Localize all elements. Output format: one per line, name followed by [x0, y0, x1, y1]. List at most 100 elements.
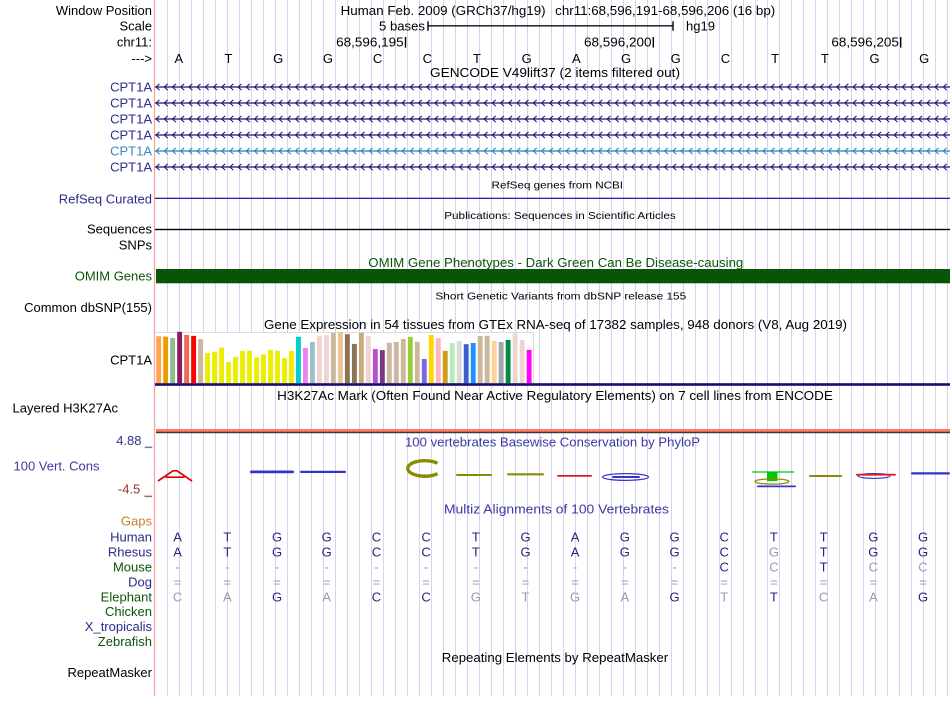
svg-text:=: = [174, 575, 182, 590]
svg-text:A: A [571, 530, 580, 545]
svg-text:5 bases: 5 bases [379, 19, 425, 34]
svg-text:-: - [573, 560, 577, 575]
svg-text:RefSeq Curated: RefSeq Curated [59, 192, 152, 207]
svg-text:=: = [422, 575, 430, 590]
svg-text:CPT1A: CPT1A [110, 128, 152, 143]
svg-text:G: G [520, 545, 530, 560]
svg-text:C: C [372, 590, 381, 605]
svg-text:-: - [474, 560, 478, 575]
svg-text:=: = [621, 575, 629, 590]
svg-text:G: G [471, 590, 481, 605]
svg-text:RepeatMasker: RepeatMasker [67, 665, 152, 680]
svg-text:Sequences: Sequences [87, 222, 153, 237]
svg-text:=: = [671, 575, 679, 590]
svg-text:T: T [821, 51, 829, 66]
svg-text:G: G [272, 590, 282, 605]
svg-text:Human Feb. 2009 (GRCh37/hg19): Human Feb. 2009 (GRCh37/hg19) [341, 3, 546, 18]
svg-text:C: C [423, 51, 432, 66]
svg-text:100 vertebrates Basewise Conse: 100 vertebrates Basewise Conservation by… [405, 435, 700, 450]
svg-text:G: G [918, 530, 928, 545]
svg-text:=: = [273, 575, 281, 590]
svg-text:G: G [669, 545, 679, 560]
svg-text:A: A [173, 530, 182, 545]
svg-text:T: T [770, 530, 778, 545]
svg-text:Elephant: Elephant [101, 590, 153, 605]
svg-text:OMIM Genes: OMIM Genes [75, 269, 153, 284]
svg-text:G: G [868, 545, 878, 560]
svg-text:=: = [820, 575, 828, 590]
svg-text:-: - [523, 560, 527, 575]
svg-text:C: C [720, 530, 729, 545]
svg-text:G: G [522, 51, 532, 66]
svg-text:C: C [372, 545, 381, 560]
svg-text:=: = [373, 575, 381, 590]
svg-text:CPT1A: CPT1A [110, 80, 152, 95]
svg-text:CPT1A: CPT1A [110, 144, 152, 159]
svg-text:-: - [275, 560, 279, 575]
svg-text:G: G [272, 545, 282, 560]
svg-text:A: A [174, 51, 183, 66]
svg-text:C: C [373, 51, 382, 66]
svg-text:Gene Expression in 54 tissues: Gene Expression in 54 tissues from GTEx … [264, 317, 847, 332]
svg-text:68,596,205: 68,596,205 [831, 35, 899, 50]
svg-text:G: G [769, 545, 779, 560]
svg-text:G: G [620, 530, 630, 545]
svg-text:Layered H3K27Ac: Layered H3K27Ac [13, 401, 119, 416]
svg-text:T: T [820, 545, 828, 560]
svg-text:hg19: hg19 [686, 19, 715, 34]
svg-text:G: G [272, 530, 282, 545]
svg-text:T: T [225, 51, 233, 66]
svg-text:Human: Human [110, 530, 152, 545]
svg-text:G: G [620, 545, 630, 560]
svg-text:OMIM Gene Phenotypes - Dark Gr: OMIM Gene Phenotypes - Dark Green Can Be… [368, 255, 743, 270]
svg-text:G: G [520, 530, 530, 545]
svg-text:GENCODE V49lift37 (2 items fil: GENCODE V49lift37 (2 items filtered out) [430, 65, 680, 80]
svg-text:H3K27Ac Mark (Often Found Near: H3K27Ac Mark (Often Found Near Active Re… [277, 388, 833, 403]
svg-text:chr11:: chr11: [117, 35, 152, 50]
svg-text:A: A [322, 590, 331, 605]
svg-text:=: = [224, 575, 232, 590]
svg-text:68,596,195: 68,596,195 [336, 35, 404, 50]
svg-text:T: T [223, 545, 231, 560]
svg-text:C: C [869, 560, 878, 575]
svg-text:G: G [918, 545, 928, 560]
svg-text:T: T [720, 590, 728, 605]
svg-text:--->: ---> [131, 51, 152, 66]
svg-text:-: - [374, 560, 378, 575]
svg-text:CPT1A: CPT1A [110, 112, 152, 127]
svg-text:G: G [868, 530, 878, 545]
svg-text:-: - [325, 560, 329, 575]
svg-text:=: = [323, 575, 331, 590]
svg-text:G: G [669, 590, 679, 605]
svg-text:=: = [571, 575, 579, 590]
svg-text:T: T [473, 51, 481, 66]
svg-text:=: = [720, 575, 728, 590]
svg-text:G: G [322, 545, 332, 560]
svg-text:A: A [869, 590, 878, 605]
svg-text:=: = [522, 575, 530, 590]
svg-text:Repeating Elements by RepeatMa: Repeating Elements by RepeatMasker [442, 651, 668, 665]
svg-text:T: T [820, 530, 828, 545]
svg-text:-: - [623, 560, 627, 575]
svg-text:C: C [421, 590, 430, 605]
svg-text:G: G [323, 51, 333, 66]
svg-text:T: T [472, 530, 480, 545]
svg-text:=: = [472, 575, 480, 590]
svg-text:-: - [672, 560, 676, 575]
svg-text:chr11:68,596,191-68,596,206 (1: chr11:68,596,191-68,596,206 (16 bp) [555, 3, 775, 18]
svg-text:Mouse: Mouse [113, 560, 152, 575]
svg-text:-4.5: -4.5 [118, 482, 140, 497]
svg-text:Window Position: Window Position [56, 3, 152, 18]
svg-text:C: C [720, 560, 729, 575]
svg-text:-: - [175, 560, 179, 575]
svg-text:Common dbSNP(155): Common dbSNP(155) [24, 300, 152, 315]
svg-text:Publications: Sequences in Sci: Publications: Sequences in Scientific Ar… [444, 210, 676, 222]
svg-text:4.88: 4.88 [116, 433, 141, 448]
svg-text:G: G [918, 590, 928, 605]
svg-text:A: A [173, 545, 182, 560]
svg-text:-: - [424, 560, 428, 575]
svg-text:=: = [770, 575, 778, 590]
svg-text:Gaps: Gaps [121, 514, 153, 529]
svg-text:CPT1A: CPT1A [110, 96, 152, 111]
svg-text:G: G [273, 51, 283, 66]
